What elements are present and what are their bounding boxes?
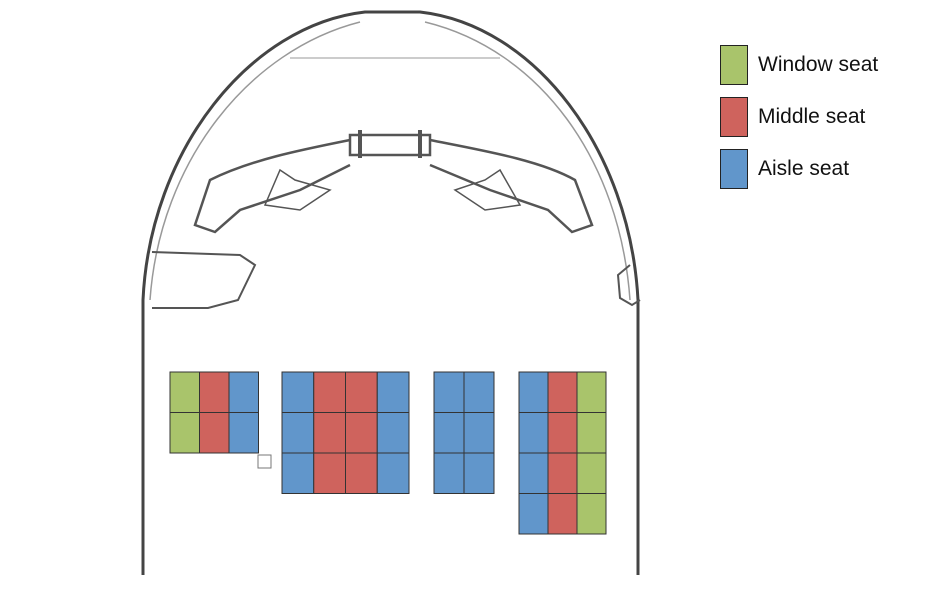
aisle-seat (433, 452, 465, 494)
legend-window: Window seat (720, 45, 878, 85)
aisle-seat (376, 371, 410, 413)
aisle-seat (433, 412, 465, 454)
fuselage-outline (141, 10, 640, 575)
aisle-seat (518, 452, 549, 494)
window-seat (576, 412, 607, 454)
middle-seat (345, 412, 378, 454)
middle-seat (547, 371, 578, 413)
aisle-seat (281, 371, 315, 413)
right-side-panel (616, 264, 641, 307)
aisle-seat (518, 412, 549, 454)
aisle-seat (463, 371, 495, 413)
middle-seat (199, 412, 230, 454)
seat-grid (169, 371, 607, 535)
window-seat (169, 412, 200, 454)
fuselage-inner-line (149, 21, 361, 301)
middle-seat (313, 452, 346, 494)
middle-seat (547, 493, 578, 535)
middle-seat (313, 412, 346, 454)
aisle-seat (376, 452, 410, 494)
legend-middle-swatch (720, 97, 748, 137)
middle-seat (345, 452, 378, 494)
middle-seat (313, 371, 346, 413)
aisle-seat (228, 412, 259, 454)
aisle-seat (281, 412, 315, 454)
cockpit-console (193, 130, 594, 234)
legend-middle-label: Middle seat (758, 105, 866, 128)
middle-seat (345, 371, 378, 413)
window-seat (576, 452, 607, 494)
legend-window-swatch (720, 45, 748, 85)
middle-seat (547, 412, 578, 454)
aisle-seat (376, 412, 410, 454)
aisle-seat (228, 371, 259, 413)
aisle-seat (433, 371, 465, 413)
middle-seat (199, 371, 230, 413)
aisle-seat (281, 452, 315, 494)
legend-aisle: Aisle seat (720, 149, 849, 189)
aisle-seat (518, 371, 549, 413)
middle-seat (547, 452, 578, 494)
left-side-panel (151, 251, 257, 309)
aisle-seat (463, 412, 495, 454)
small-square-marker (257, 454, 272, 469)
window-seat (169, 371, 200, 413)
legend-window-label: Window seat (758, 53, 879, 76)
legend-aisle-label: Aisle seat (758, 157, 850, 180)
legend-middle: Middle seat (720, 97, 865, 137)
aisle-seat (518, 493, 549, 535)
window-seat (576, 371, 607, 413)
legend-aisle-swatch (720, 149, 748, 189)
aisle-seat (463, 452, 495, 494)
window-seat (576, 493, 607, 535)
